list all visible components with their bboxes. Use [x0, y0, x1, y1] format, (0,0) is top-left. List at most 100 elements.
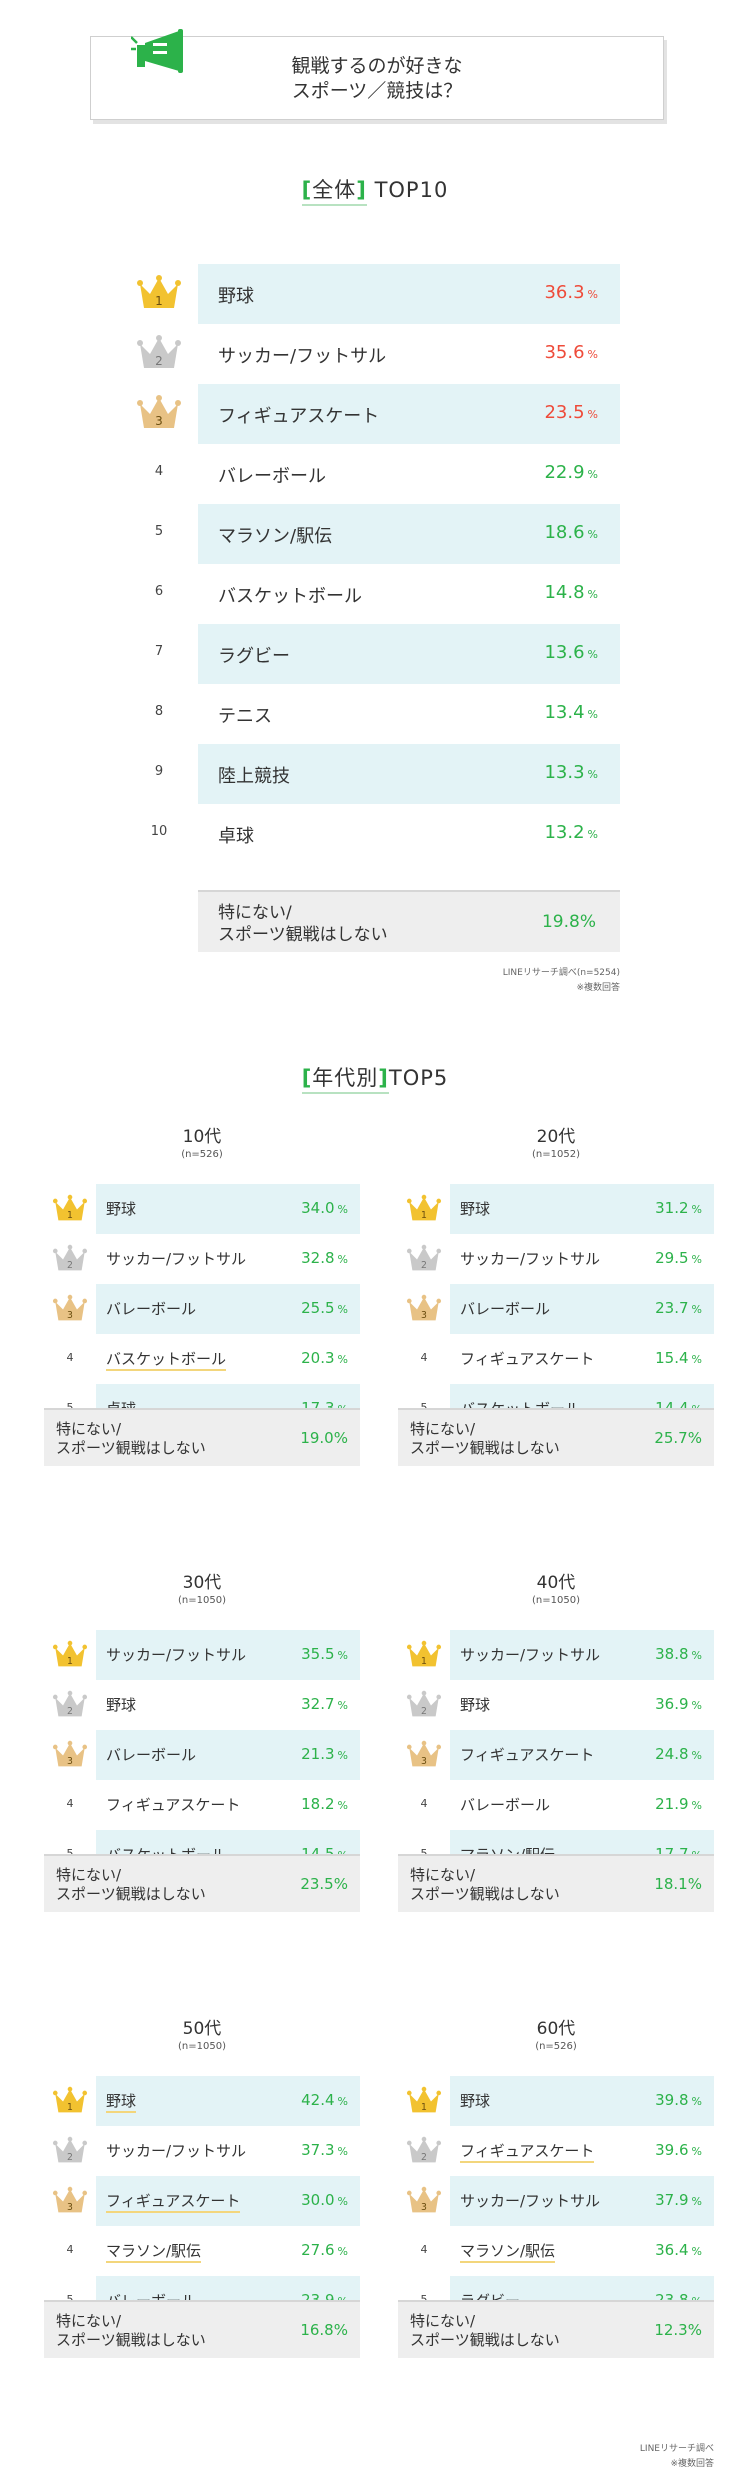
age-group-sample-size: (n=1050) [178, 1595, 226, 1606]
age-group-row-band [450, 1630, 714, 1680]
overall-row-band [198, 504, 620, 564]
age-group-row: 2 サッカー/フットサル 37.3% [44, 2126, 360, 2176]
age-group-none-unit: % [687, 1429, 702, 1447]
overall-row-band [198, 624, 620, 684]
age-group-rank-number: 5 [398, 1847, 450, 1860]
rank-1-crown-icon-number: 1 [421, 1210, 427, 1221]
overall-rank-number: 5 [154, 524, 164, 539]
overall-none-label-line-1: 特にない/ [218, 903, 292, 923]
rank-1-crown-icon-number: 1 [421, 1656, 427, 1667]
age-group-title: 10代 [182, 1127, 222, 1147]
overall-rank-cell: 10 [120, 804, 198, 864]
age-group-row-band [450, 1284, 714, 1334]
overall-row: 8 テニス 13.4% [120, 684, 620, 744]
overall-value-label: 14.8% [544, 582, 598, 603]
age-group-none-label-line-2: スポーツ観戦はしない [410, 1439, 560, 1457]
overall-category-label: バスケットボール [218, 586, 362, 607]
overall-source-note-line-2: ※複数回答 [576, 983, 620, 993]
age-group-value-label: 37.3% [301, 2141, 348, 2159]
age-group-none-label-line-2: スポーツ観戦はしない [56, 1885, 206, 1903]
age-group-category-label: 野球 [460, 1200, 491, 1218]
age-group-category-label: フィギュアスケート [460, 1746, 595, 1764]
footer-source-note-line-2: ※複数回答 [670, 2459, 714, 2469]
age-group-none-label: 特にない/スポーツ観戦はしない [410, 1866, 560, 1904]
age-group-value-number: 20.3 [301, 1349, 335, 1367]
age-group-sample-size: (n=526) [535, 2041, 577, 2052]
age-group-none-unit: % [333, 2321, 348, 2339]
overall-source-note-line-1: LINEリサーチ調べ(n=5254) [502, 968, 620, 978]
age-group-row: 3 バレーボール 23.7% [398, 1284, 714, 1334]
age-group-value-unit: % [691, 1253, 702, 1266]
overall-value-number: 23.5 [544, 402, 585, 423]
age-group-value-unit: % [337, 2145, 348, 2158]
rank-3-crown-icon: 3 [52, 1294, 88, 1321]
overall-none-number: 19.8 [541, 912, 580, 932]
age-group-value-number: 39.6 [655, 2141, 689, 2159]
age-group-none-value: 19.0% [300, 1429, 348, 1447]
rank-3-crown-icon-number: 3 [67, 1310, 73, 1321]
overall-title-word: 全体 [312, 178, 357, 202]
age-group-title: 50代 [182, 2019, 222, 2039]
rank-3-crown-icon-number: 3 [67, 1756, 73, 1767]
age-group-none-row: 特にない/スポーツ観戦はしない 23.5% [44, 1854, 360, 1912]
age-group-value-number: 36.4 [655, 2241, 689, 2259]
age-group-category-label: バレーボール [460, 1300, 551, 1318]
age-group-header: 10代 (n=526) [44, 1122, 360, 1160]
age-group-category-label: サッカー/フットサル [460, 1646, 601, 1664]
age-group-value-label: 32.7% [301, 1695, 348, 1713]
overall-rank-cell: 1 [120, 264, 198, 324]
overall-category-label: バレーボール [218, 466, 326, 487]
age-group-value-number: 34.0 [301, 1199, 335, 1217]
age-group-category-label: 野球 [106, 1200, 137, 1218]
overall-value-label: 13.3% [544, 762, 598, 783]
rank-3-crown-icon-number: 3 [155, 414, 163, 428]
rank-1-crown-icon: 1 [52, 1640, 88, 1667]
overall-value-unit: % [587, 528, 598, 541]
age-group-none-label-line-1: 特にない/ [56, 1866, 122, 1884]
overall-row: 10 卓球 13.2% [120, 804, 620, 864]
overall-category-label: サッカー/フットサル [218, 346, 387, 367]
age-group-header: 40代 (n=1050) [398, 1568, 714, 1606]
age-group-row: 2 サッカー/フットサル 32.8% [44, 1234, 360, 1284]
age-group-row-band [96, 1630, 360, 1680]
age-group-value-label: 34.0% [301, 1199, 348, 1217]
overall-category-label: 陸上競技 [218, 766, 290, 787]
age-group-rank-number: 4 [66, 1351, 74, 1364]
age-group-rows: 1 野球 34.0% 2 サッカー/フットサル 32.8% 3 バレーボール 25.5% 4 バスケ… [44, 1184, 360, 1434]
age-group-row-band [450, 2076, 714, 2126]
overall-rank-number: 7 [154, 644, 164, 659]
age-group-category-label: フィギュアスケート [106, 2190, 241, 2213]
age-group-rank-number: 5 [398, 2293, 450, 2306]
age-group-row: 3 バレーボール 25.5% [44, 1284, 360, 1334]
age-group-rank-number: 5 [44, 1847, 96, 1860]
age-title-word: 年代別 [312, 1066, 379, 1090]
rank-2-crown-icon-number: 2 [421, 2152, 427, 2163]
overall-value-number: 22.9 [544, 462, 585, 483]
age-group-none-number: 16.8 [300, 2321, 334, 2339]
overall-rank-cell: 2 [120, 324, 198, 384]
overall-rows: 1 野球 36.3% 2 サッカー/フットサル 35.6% 3 フィギュアスケート 23.5% 4… [120, 264, 620, 864]
rank-1-crown-icon: 1 [406, 1640, 442, 1667]
age-group-category-label: フィギュアスケート [106, 1796, 241, 1814]
overall-value-unit: % [587, 348, 598, 361]
age-group-row-band [96, 1184, 360, 1234]
age-group-row: 4 マラソン/駅伝 36.4% [398, 2226, 714, 2276]
age-group-value-number: 24.8 [655, 1745, 689, 1763]
overall-none-value: 19.8% [542, 912, 596, 932]
age-group-rows: 1 野球 39.8% 2 フィギュアスケート 39.6% 3 サッカー/フットサル 37.9% 4… [398, 2076, 714, 2326]
age-group-none-label-line-1: 特にない/ [56, 1420, 122, 1438]
age-group-value-number: 39.8 [655, 2091, 689, 2109]
age-group-none-unit: % [687, 2321, 702, 2339]
overall-value-number: 13.2 [544, 822, 585, 843]
age-group-value-number: 27.6 [301, 2241, 335, 2259]
age-group-category-label: サッカー/フットサル [106, 1250, 247, 1268]
footer-source-note: LINEリサーチ調べ ※複数回答 [520, 2442, 714, 2472]
age-group-none-unit: % [687, 1875, 702, 1893]
age-group-row: 1 野球 42.4% [44, 2076, 360, 2126]
age-group-none-row: 特にない/スポーツ観戦はしない 18.1% [398, 1854, 714, 1912]
overall-category-label: 野球 [218, 286, 254, 307]
age-group-row: 3 フィギュアスケート 24.8% [398, 1730, 714, 1780]
rank-2-crown-icon: 2 [52, 1690, 88, 1717]
age-group-rank-number: 5 [44, 2293, 96, 2306]
age-group-header: 30代 (n=1050) [44, 1568, 360, 1606]
